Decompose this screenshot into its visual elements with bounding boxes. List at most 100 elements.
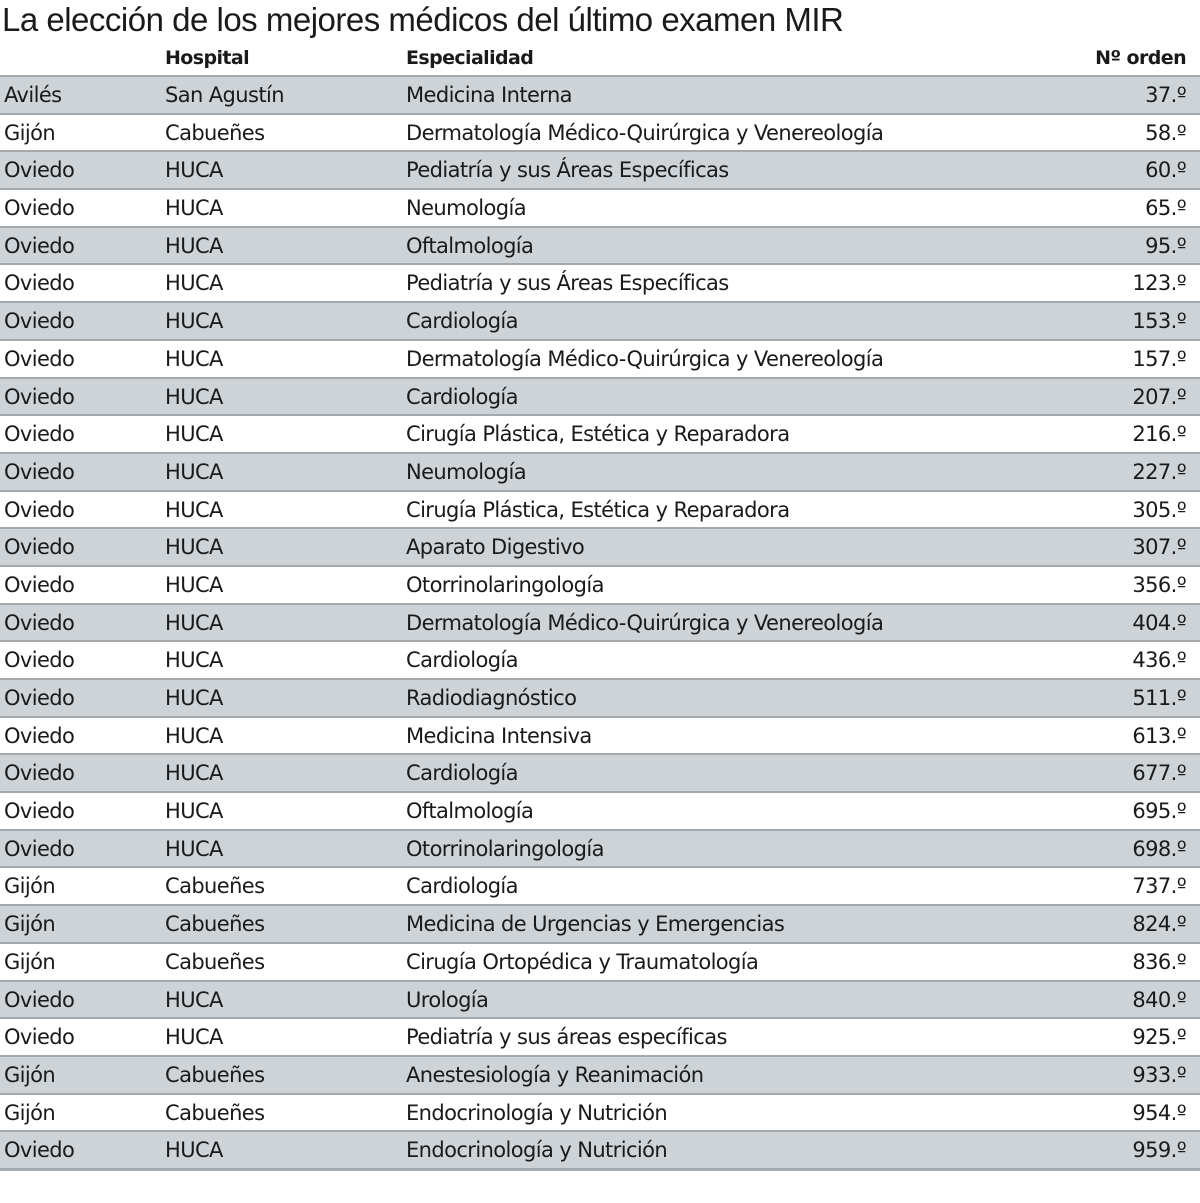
cell-specialty: Cirugía Plástica, Estética y Reparadora	[406, 422, 790, 447]
cell-hospital: HUCA	[165, 535, 223, 560]
cell-specialty: Oftalmología	[406, 233, 534, 258]
table-row: Oviedo HUCA Pediatría y sus áreas específi…	[0, 1017, 1200, 1055]
cell-specialty: Dermatología Médico-Quirúrgica y Venereo…	[406, 346, 884, 371]
cell-specialty: Aparato Digestivo	[406, 535, 585, 560]
cell-rank: 959.º	[1132, 1138, 1186, 1163]
cell-hospital: HUCA	[165, 648, 223, 673]
cell-rank: 613.º	[1132, 723, 1186, 748]
cell-specialty: Otorrinolaringología	[406, 572, 604, 597]
cell-rank: 60.º	[1145, 158, 1187, 183]
cell-hospital: HUCA	[165, 346, 223, 371]
table-row: Gijón Cabueñes Medicina de Urgencias y Eme…	[0, 904, 1200, 942]
cell-hospital: HUCA	[165, 799, 223, 824]
table-row: Oviedo HUCA Endocrinología y Nutrición 959.…	[0, 1130, 1200, 1168]
table-row: Oviedo HUCA Cardiología 207.º	[0, 376, 1200, 415]
cell-specialty: Dermatología Médico-Quirúrgica y Venereo…	[406, 120, 884, 145]
cell-city: Oviedo	[4, 346, 75, 371]
results-table: Hospital Especialidad Nº orden Avilés San…	[0, 41, 1200, 1171]
cell-rank: 37.º	[1145, 83, 1187, 107]
cell-specialty: Radiodiagnóstico	[406, 686, 577, 710]
cell-rank: 227.º	[1132, 459, 1186, 484]
table-row: Gijón Cabueñes Cardiología 737.º	[0, 866, 1200, 904]
table-row: Oviedo HUCA Cardiología 153.º	[0, 301, 1200, 339]
table-row: Oviedo HUCA Radiodiagnóstico 511.º	[0, 678, 1200, 716]
cell-city: Gijón	[4, 949, 56, 974]
table-row: Gijón Cabueñes Endocrinología y Nutrición 9…	[0, 1092, 1200, 1131]
table-row: Gijón Cabueñes Cirugía Ortopédica y Trauma…	[0, 941, 1200, 980]
table-bottom-rule	[0, 1167, 1200, 1171]
cell-hospital: HUCA	[165, 158, 223, 183]
table-row: Oviedo HUCA Cardiología 677.º	[0, 753, 1200, 792]
table-row: Gijón Cabueñes Dermatología Médico-Quirúrg…	[0, 112, 1200, 151]
cell-rank: 840.º	[1132, 987, 1186, 1012]
cell-city: Oviedo	[4, 384, 75, 409]
cell-specialty: Anestesiología y Reanimación	[406, 1062, 704, 1087]
cell-hospital: Cabueñes	[165, 1062, 265, 1087]
cell-hospital: HUCA	[165, 723, 223, 748]
cell-rank: 207.º	[1132, 384, 1186, 409]
cell-city: Oviedo	[4, 1025, 75, 1050]
cell-hospital: San Agustín	[165, 83, 285, 107]
cell-hospital: HUCA	[165, 497, 223, 522]
cell-city: Gijón	[4, 120, 56, 145]
cell-city: Oviedo	[4, 459, 75, 484]
cell-city: Oviedo	[4, 196, 75, 221]
table-body: Avilés San Agustín Medicina Interna 37.º Gij…	[0, 75, 1200, 1168]
table-row: Avilés San Agustín Medicina Interna 37.º	[0, 75, 1200, 113]
cell-specialty: Endocrinología y Nutrición	[406, 1138, 668, 1163]
cell-city: Oviedo	[4, 761, 75, 786]
cell-specialty: Oftalmología	[406, 799, 534, 824]
cell-city: Oviedo	[4, 648, 75, 673]
table-row: Oviedo HUCA Cardiología 436.º	[0, 640, 1200, 678]
cell-hospital: HUCA	[165, 761, 223, 786]
table-row: Oviedo HUCA Otorrinolaringología 698.º	[0, 828, 1200, 867]
cell-specialty: Pediatría y sus áreas específicas	[406, 1025, 727, 1050]
cell-specialty: Pediatría y sus Áreas Específicas	[406, 271, 729, 296]
cell-city: Oviedo	[4, 610, 75, 635]
cell-hospital: HUCA	[165, 459, 223, 484]
cell-city: Oviedo	[4, 572, 75, 597]
cell-rank: 356.º	[1132, 572, 1186, 597]
cell-city: Oviedo	[4, 271, 75, 296]
cell-city: Gijón	[4, 912, 56, 937]
table-row: Oviedo HUCA Otorrinolaringología 356.º	[0, 564, 1200, 603]
cell-rank: 153.º	[1132, 309, 1186, 334]
cell-specialty: Medicina Interna	[406, 83, 573, 107]
cell-hospital: HUCA	[165, 422, 223, 447]
cell-specialty: Dermatología Médico-Quirúrgica y Venereo…	[406, 610, 884, 635]
cell-city: Oviedo	[4, 799, 75, 824]
cell-rank: 677.º	[1132, 761, 1186, 786]
cell-city: Oviedo	[4, 535, 75, 560]
cell-rank: 95.º	[1145, 233, 1187, 258]
cell-rank: 123.º	[1132, 271, 1186, 296]
table-row: Oviedo HUCA Neumología 227.º	[0, 451, 1200, 490]
cell-city: Oviedo	[4, 723, 75, 748]
cell-specialty: Pediatría y sus Áreas Específicas	[406, 158, 729, 183]
cell-hospital: HUCA	[165, 987, 223, 1012]
cell-rank: 933.º	[1132, 1062, 1186, 1087]
cell-city: Oviedo	[4, 1138, 75, 1163]
cell-specialty: Cardiología	[406, 648, 519, 673]
cell-specialty: Medicina de Urgencias y Emergencias	[406, 912, 785, 937]
table-row: Oviedo HUCA Oftalmología 95.º	[0, 225, 1200, 264]
cell-city: Oviedo	[4, 309, 75, 334]
cell-specialty: Cardiología	[406, 384, 519, 409]
table-row: Oviedo HUCA Cirugía Plástica, Estética y R…	[0, 489, 1200, 528]
cell-rank: 65.º	[1145, 196, 1187, 221]
cell-rank: 216.º	[1132, 422, 1186, 447]
cell-specialty: Medicina Intensiva	[406, 723, 592, 748]
cell-hospital: HUCA	[165, 196, 223, 221]
cell-rank: 737.º	[1132, 874, 1186, 899]
cell-rank: 698.º	[1132, 836, 1186, 861]
table-row: Oviedo HUCA Cirugía Plástica, Estética y R…	[0, 414, 1200, 452]
cell-hospital: Cabueñes	[165, 874, 265, 899]
cell-hospital: HUCA	[165, 572, 223, 597]
cell-rank: 307.º	[1132, 535, 1186, 560]
cell-specialty: Cardiología	[406, 874, 519, 899]
table-row: Oviedo HUCA Pediatría y sus Áreas Específi…	[0, 150, 1200, 189]
cell-hospital: HUCA	[165, 1025, 223, 1050]
cell-hospital: HUCA	[165, 233, 223, 258]
cell-rank: 58.º	[1145, 120, 1187, 145]
cell-rank: 404.º	[1132, 610, 1186, 635]
cell-rank: 305.º	[1132, 497, 1186, 522]
